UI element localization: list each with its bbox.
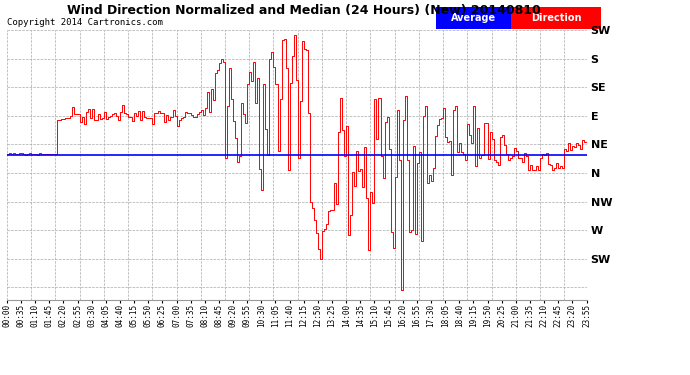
Text: Average: Average: [451, 13, 496, 23]
FancyBboxPatch shape: [436, 7, 511, 28]
Text: Copyright 2014 Cartronics.com: Copyright 2014 Cartronics.com: [7, 18, 163, 27]
Text: Wind Direction Normalized and Median (24 Hours) (New) 20140810: Wind Direction Normalized and Median (24…: [67, 4, 540, 17]
Text: Direction: Direction: [531, 13, 581, 23]
FancyBboxPatch shape: [511, 7, 601, 28]
